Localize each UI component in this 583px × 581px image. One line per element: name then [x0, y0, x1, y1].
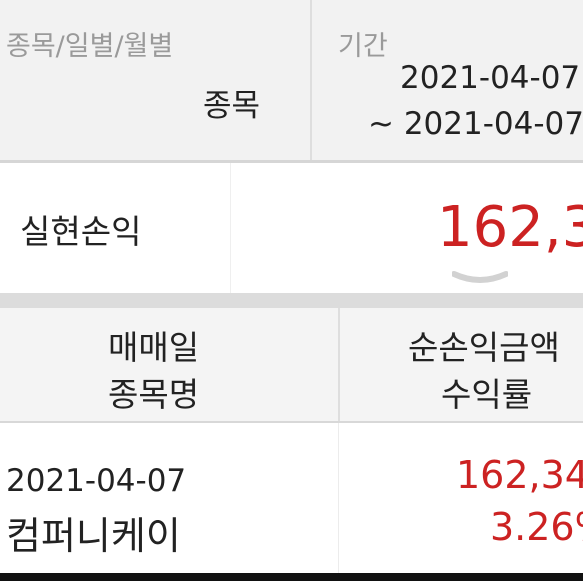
- row-trade-date: 2021-04-07: [6, 463, 187, 499]
- bottom-bar: [0, 573, 583, 581]
- table-header-bottom-border: [0, 421, 583, 423]
- realized-profit-divider: [230, 163, 231, 293]
- section-gap: [0, 293, 583, 308]
- period-start[interactable]: 2021-04-07: [400, 60, 581, 96]
- header-net-profit: 순손익금액: [408, 328, 560, 367]
- row-return-rate: 3.26%: [490, 505, 583, 549]
- filter-bottom-border: [0, 160, 583, 163]
- header-stock-name: 종목명: [108, 375, 200, 414]
- header-trade-date: 매매일: [108, 328, 200, 367]
- chevron-down-icon[interactable]: [452, 270, 508, 286]
- table-header-divider: [338, 308, 340, 421]
- realized-profit-value: 162,34: [437, 195, 583, 260]
- row-stock-name: 컴퍼니케이: [6, 514, 181, 558]
- period-end[interactable]: ~ 2021-04-07: [368, 106, 583, 142]
- realized-profit-row: [0, 163, 583, 293]
- row-column-divider: [338, 423, 339, 573]
- category-selector[interactable]: 종목: [203, 88, 261, 124]
- period-label: 기간: [338, 31, 388, 62]
- row-net-profit: 162,34: [456, 453, 583, 497]
- filter-divider: [310, 0, 312, 160]
- category-label: 종목/일별/월별: [6, 31, 174, 62]
- filter-panel: [0, 0, 583, 160]
- header-return-rate: 수익률: [441, 375, 533, 414]
- realized-profit-label: 실현손익: [20, 212, 142, 251]
- table-header: [0, 308, 583, 421]
